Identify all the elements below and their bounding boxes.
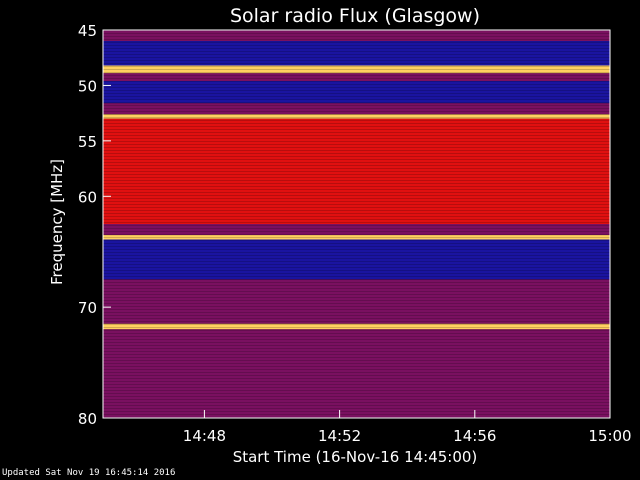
intensity-texture [103, 30, 610, 418]
plot-area [102, 29, 611, 419]
x-tick-label: 14:48 [183, 427, 226, 445]
y-tick-label: 80 [78, 410, 97, 428]
x-tick-label: 14:56 [453, 427, 496, 445]
y-tick-label: 45 [78, 22, 97, 40]
x-tick-label: 14:52 [318, 427, 361, 445]
y-tick-label: 70 [78, 299, 97, 317]
x-axis: 14:48 14:52 14:56 15:00 [183, 410, 632, 445]
y-axis: 45 50 55 60 70 80 [78, 22, 111, 428]
chart-title: Solar radio Flux (Glasgow) [230, 5, 480, 27]
x-tick-label: 15:00 [588, 427, 631, 445]
update-timestamp: Updated Sat Nov 19 16:45:14 2016 [2, 468, 176, 478]
y-tick-label: 55 [78, 133, 97, 151]
plot-frame [102, 29, 611, 419]
y-axis-label: Frequency [MHz] [48, 159, 66, 285]
x-axis-label: Start Time (16-Nov-16 14:45:00) [233, 448, 478, 466]
y-tick-label: 50 [78, 77, 97, 95]
y-tick-label: 60 [78, 188, 97, 206]
